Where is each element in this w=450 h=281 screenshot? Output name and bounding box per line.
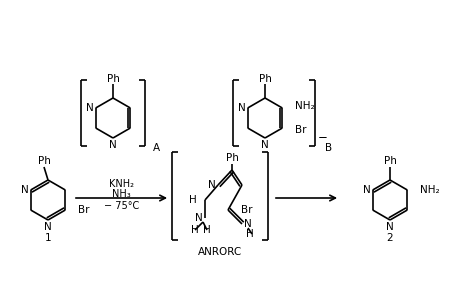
Text: H: H: [191, 225, 199, 235]
Text: −: −: [318, 132, 328, 144]
Text: NH₃: NH₃: [112, 189, 131, 199]
Text: N: N: [195, 213, 203, 223]
Text: Ph: Ph: [259, 74, 271, 84]
Text: N: N: [208, 180, 216, 190]
Text: N: N: [86, 103, 94, 113]
Text: KNH₂: KNH₂: [109, 179, 134, 189]
Text: ANRORC: ANRORC: [198, 247, 242, 257]
Text: N: N: [261, 140, 269, 150]
Text: N: N: [44, 222, 52, 232]
Text: A: A: [153, 143, 160, 153]
Text: N: N: [386, 222, 394, 232]
Text: N: N: [21, 185, 29, 195]
Text: H: H: [189, 195, 197, 205]
Text: Ph: Ph: [225, 153, 238, 163]
Text: NH₂: NH₂: [295, 101, 315, 111]
Text: Br: Br: [78, 205, 90, 215]
Text: Br: Br: [295, 125, 307, 135]
Text: 2: 2: [387, 233, 393, 243]
Text: N: N: [244, 219, 252, 229]
Text: − 75°C: − 75°C: [104, 201, 139, 211]
Text: 1: 1: [45, 233, 51, 243]
Text: N: N: [109, 140, 117, 150]
Text: N: N: [238, 103, 246, 113]
Text: Ph: Ph: [37, 156, 50, 166]
Text: Ph: Ph: [107, 74, 119, 84]
Text: Ph: Ph: [383, 156, 396, 166]
Text: NH₂: NH₂: [420, 185, 440, 195]
Text: H: H: [246, 229, 254, 239]
Text: N: N: [363, 185, 371, 195]
Text: B: B: [325, 143, 332, 153]
Text: H: H: [203, 225, 211, 235]
Text: Br: Br: [241, 205, 252, 215]
